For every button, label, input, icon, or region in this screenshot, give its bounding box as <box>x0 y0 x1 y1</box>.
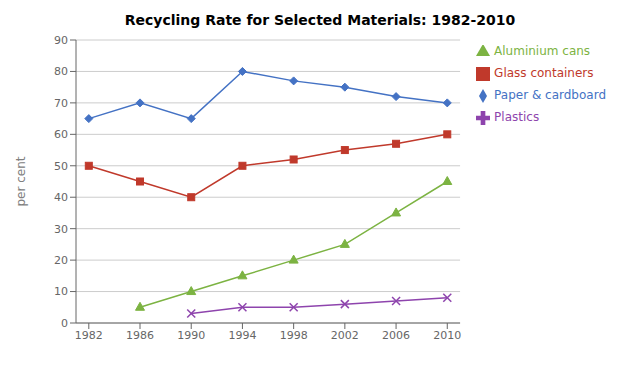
svg-text:2010: 2010 <box>433 329 461 342</box>
svg-text:1986: 1986 <box>126 329 154 342</box>
svg-text:30: 30 <box>54 223 68 236</box>
svg-text:40: 40 <box>54 191 68 204</box>
svg-text:10: 10 <box>54 285 68 298</box>
html-text:Paper & cardboard: Paper & cardboard <box>494 88 606 102</box>
svg-text:70: 70 <box>54 97 68 110</box>
svg-text:per cent: per cent <box>14 156 28 206</box>
svg-text:1990: 1990 <box>177 329 205 342</box>
html-text:Aluminium cans: Aluminium cans <box>494 44 591 58</box>
svg-text:1994: 1994 <box>228 329 256 342</box>
svg-text:90: 90 <box>54 34 68 47</box>
svg-text:0: 0 <box>61 317 68 330</box>
svg-text:1982: 1982 <box>75 329 103 342</box>
svg-text:50: 50 <box>54 160 68 173</box>
svg-text:80: 80 <box>54 65 68 78</box>
svg-text:1998: 1998 <box>280 329 308 342</box>
html-text:Recycling Rate for Selected Ma: Recycling Rate for Selected Materials: 1… <box>124 12 516 28</box>
html-text:Plastics: Plastics <box>494 110 540 124</box>
html-text:Glass containers: Glass containers <box>494 66 594 80</box>
svg-text:2006: 2006 <box>382 329 410 342</box>
svg-text:2002: 2002 <box>331 329 359 342</box>
svg-text:60: 60 <box>54 128 68 141</box>
svg-text:20: 20 <box>54 254 68 267</box>
